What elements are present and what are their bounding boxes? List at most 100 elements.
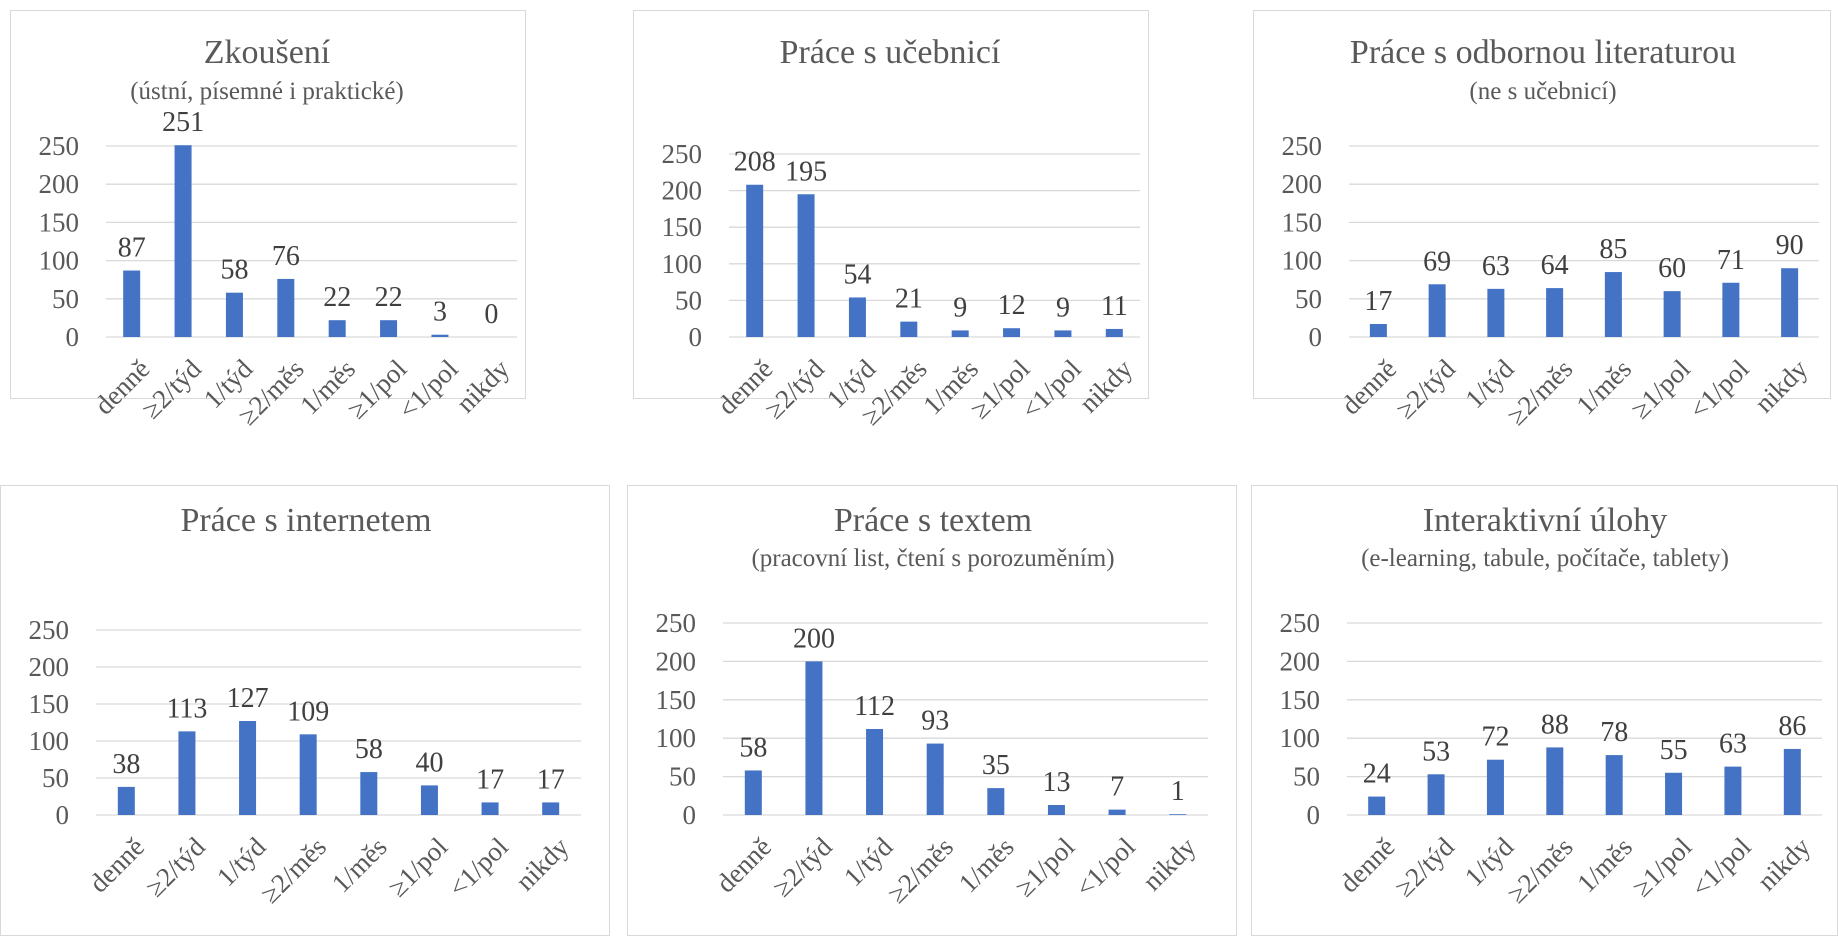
- data-label: 7: [1110, 772, 1124, 803]
- data-label: 109: [287, 696, 329, 727]
- data-label: 113: [166, 693, 207, 724]
- x-tick-label: <1/pol: [1683, 354, 1754, 425]
- x-tick-label: ≥2/měs: [882, 832, 959, 909]
- data-label: 58: [220, 255, 248, 286]
- bar: [926, 743, 944, 815]
- bar: [431, 334, 449, 337]
- x-tick-label: ≥1/pol: [1009, 832, 1080, 903]
- bar: [225, 292, 243, 337]
- chart-title: Práce s odbornou literaturou: [1350, 34, 1736, 71]
- chart-title: Zkoušení: [204, 34, 331, 71]
- x-tick-label: ≥2/týd: [767, 831, 838, 902]
- bar: [1605, 755, 1623, 815]
- x-tick-label: ≥2/měs: [255, 832, 332, 909]
- data-label: 35: [982, 750, 1010, 781]
- chart-panel-prace-s-internetem: Práce s internetem 0 50 100 150 200 250 38 denně…: [0, 485, 610, 936]
- y-tick-label: 100: [29, 726, 70, 756]
- data-label: 90: [1776, 230, 1804, 261]
- chart-svg: Práce s odbornou literaturou (ne s učebni…: [1282, 34, 1819, 431]
- data-label: 85: [1599, 234, 1627, 265]
- bar: [277, 278, 295, 337]
- bar: [1047, 805, 1065, 815]
- x-tick-label: nikdy: [1751, 831, 1816, 896]
- bar: [1003, 328, 1021, 337]
- bar: [380, 320, 398, 337]
- y-tick-label: 250: [29, 615, 70, 645]
- bar: [178, 731, 196, 815]
- bar: [1368, 796, 1386, 815]
- y-tick-label: 250: [1280, 608, 1321, 638]
- y-tick-label: 100: [1280, 723, 1321, 753]
- y-tick-label: 200: [1282, 169, 1323, 199]
- bar: [1546, 747, 1564, 815]
- bar: [1169, 814, 1187, 815]
- bar: [542, 802, 560, 815]
- chart-title: Práce s internetem: [180, 502, 431, 539]
- y-tick-label: 0: [56, 800, 70, 830]
- data-label: 208: [734, 147, 776, 178]
- data-label: 13: [1042, 767, 1070, 798]
- x-tick-label: ≥2/týd: [1390, 353, 1461, 424]
- data-label: 69: [1423, 246, 1451, 277]
- y-tick-label: 0: [683, 800, 697, 830]
- y-tick-label: 250: [39, 131, 80, 161]
- bar: [239, 721, 257, 815]
- data-label: 53: [1422, 736, 1450, 767]
- x-tick-label: 1/měs: [1571, 832, 1638, 899]
- data-label: 11: [1101, 291, 1128, 322]
- data-label: 63: [1482, 251, 1510, 282]
- x-tick-label: denně: [83, 832, 150, 899]
- data-label: 12: [998, 290, 1026, 321]
- x-tick-label: ≥1/pol: [382, 832, 453, 903]
- chart-title: Práce s textem: [834, 502, 1032, 539]
- chart-panel-prace-s-odbornou-literaturou: Práce s odbornou literaturou (ne s učebni…: [1253, 10, 1831, 431]
- y-tick-label: 200: [656, 646, 697, 676]
- bar: [1781, 268, 1799, 337]
- bar: [1783, 748, 1801, 815]
- bar: [1487, 288, 1505, 337]
- data-label: 40: [415, 747, 443, 778]
- data-label: 1: [1171, 776, 1185, 807]
- x-tick-label: <1/pol: [1016, 354, 1087, 425]
- data-label: 63: [1719, 729, 1747, 760]
- data-label: 87: [118, 233, 146, 264]
- chart-title: Práce s učebnicí: [780, 34, 1001, 71]
- data-label: 17: [1364, 286, 1392, 317]
- data-label: 72: [1481, 722, 1509, 753]
- y-tick-label: 50: [1293, 762, 1320, 792]
- chart-panel-prace-s-ucebnici: Práce s učebnicí 0 50 100 150 200 250 208 denně 1…: [633, 10, 1149, 431]
- x-tick-label: ≥2/týd: [140, 831, 211, 902]
- y-tick-label: 250: [662, 139, 703, 169]
- bar: [117, 786, 135, 815]
- bar: [1724, 766, 1742, 815]
- chart-subtitle: (e-learning, tabule, počítače, tablety): [1361, 545, 1729, 572]
- y-tick-label: 50: [675, 285, 702, 315]
- data-label: 93: [921, 706, 949, 737]
- data-label: 78: [1600, 717, 1628, 748]
- chart-subtitle: (ne s učebnicí): [1469, 78, 1616, 105]
- bar: [1427, 774, 1445, 815]
- y-tick-label: 150: [662, 212, 703, 242]
- x-tick-label: 1/měs: [953, 832, 1020, 899]
- x-tick-label: <1/pol: [443, 832, 514, 903]
- bar: [848, 297, 866, 337]
- x-tick-label: nikdy: [1137, 831, 1202, 896]
- y-tick-label: 150: [39, 207, 80, 237]
- data-label: 112: [854, 691, 895, 722]
- y-tick-label: 200: [39, 169, 80, 199]
- data-label: 58: [355, 734, 383, 765]
- bar: [1722, 282, 1740, 337]
- x-tick-label: denně: [710, 832, 777, 899]
- chart-subtitle: (ústní, písemné i praktické): [130, 78, 404, 105]
- data-label: 60: [1658, 253, 1686, 284]
- bar: [1604, 272, 1622, 337]
- bar: [746, 184, 764, 337]
- y-tick-label: 200: [1280, 646, 1321, 676]
- data-label: 88: [1541, 709, 1569, 740]
- y-tick-label: 200: [662, 176, 703, 206]
- x-tick-label: ≥1/pol: [1625, 354, 1696, 425]
- data-label: 127: [227, 683, 269, 714]
- y-tick-label: 100: [39, 246, 80, 276]
- bar: [797, 194, 815, 337]
- data-label: 17: [537, 764, 565, 795]
